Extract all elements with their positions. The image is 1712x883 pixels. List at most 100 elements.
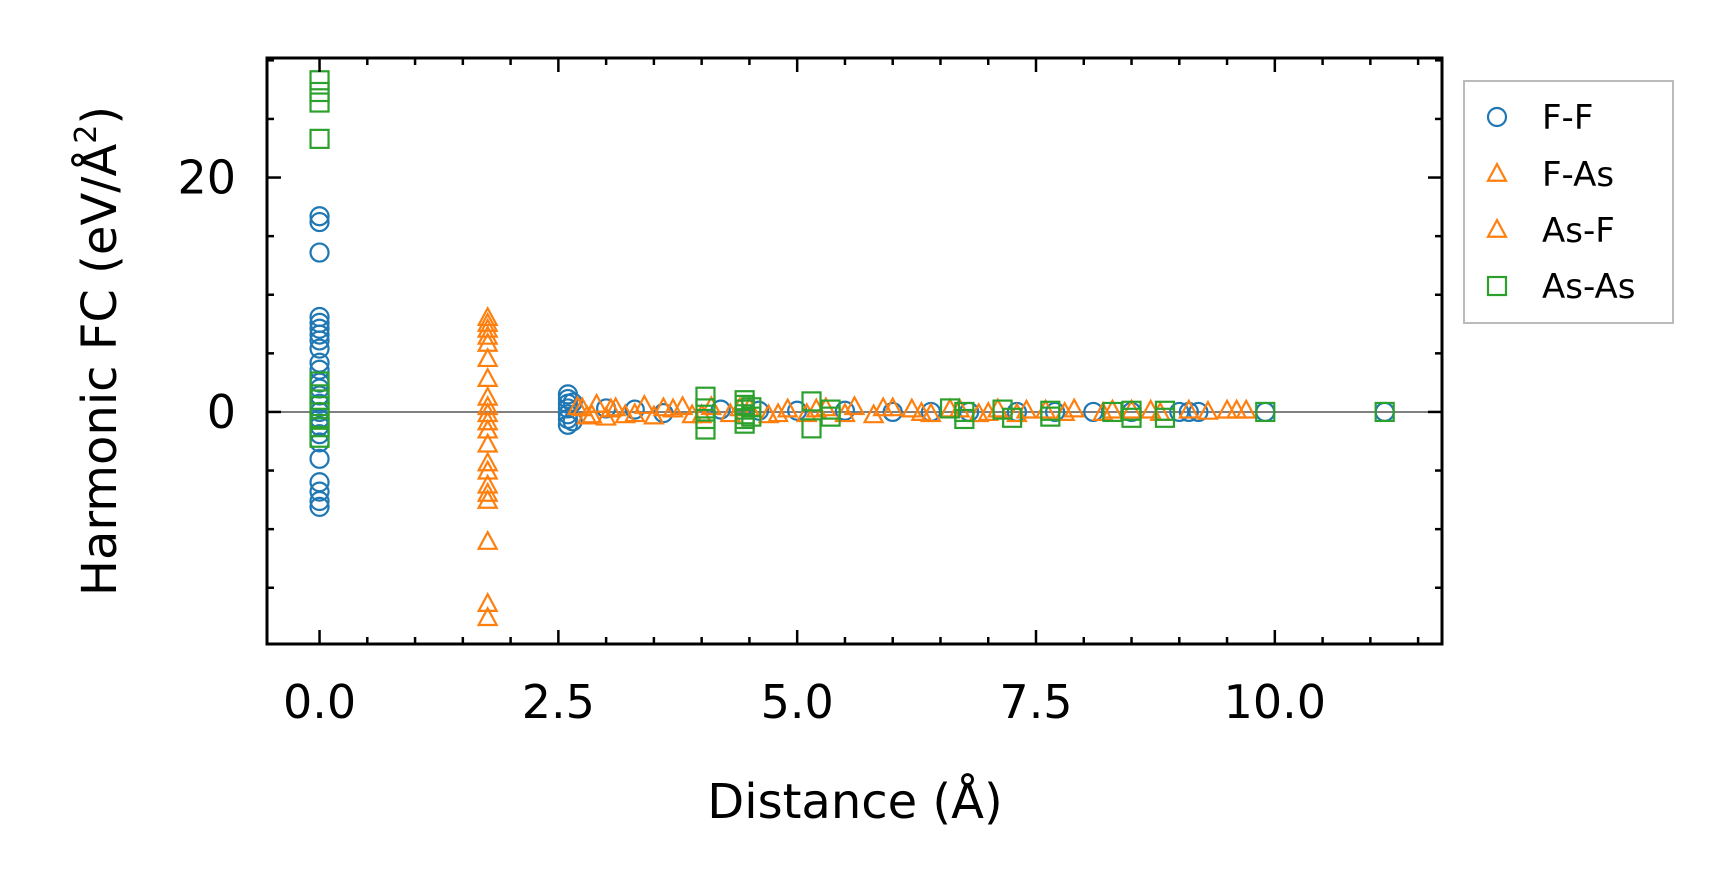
x-tick-label: 7.5 xyxy=(999,675,1072,729)
legend-marker xyxy=(1486,161,1508,182)
data-point xyxy=(476,481,499,502)
data-point xyxy=(585,392,608,413)
data-point xyxy=(309,211,330,233)
data-point xyxy=(309,92,330,113)
data-point xyxy=(309,128,330,149)
legend-marker xyxy=(1486,217,1508,238)
data-point xyxy=(1235,398,1258,419)
data-point xyxy=(801,391,822,412)
data-point xyxy=(910,400,933,421)
data-point xyxy=(571,396,594,417)
data-point xyxy=(1121,407,1142,428)
plot-frame xyxy=(265,56,1444,646)
data-point xyxy=(671,395,694,416)
y-tick-label: 20 xyxy=(177,151,236,205)
data-point xyxy=(734,413,755,434)
data-point xyxy=(600,397,622,418)
data-point xyxy=(872,396,895,417)
data-point xyxy=(309,81,330,103)
data-point xyxy=(1154,407,1176,428)
data-point xyxy=(1255,401,1276,423)
data-point xyxy=(476,317,499,338)
legend-marker xyxy=(1486,106,1508,128)
data-point xyxy=(476,451,499,472)
data-point xyxy=(309,318,330,339)
data-point xyxy=(795,402,818,423)
x-tick-label: 2.5 xyxy=(522,675,595,729)
data-point xyxy=(557,414,579,435)
data-point xyxy=(767,402,789,423)
data-point xyxy=(309,395,330,417)
x-axis-label: Distance (Å) xyxy=(707,773,1002,830)
data-point xyxy=(741,406,762,427)
data-point xyxy=(820,406,841,427)
legend: F-F F-As As-F As-As xyxy=(1463,80,1674,324)
data-point xyxy=(309,371,330,392)
y-tick-label: 0 xyxy=(207,385,236,439)
data-point xyxy=(476,346,499,368)
series-3 xyxy=(309,70,1395,448)
data-point xyxy=(476,459,499,480)
data-point xyxy=(309,324,330,345)
data-point xyxy=(695,398,716,419)
legend-box xyxy=(1463,80,1674,324)
data-point xyxy=(309,427,330,448)
x-tick-label: 0.0 xyxy=(283,675,356,729)
legend-marker xyxy=(1486,275,1508,297)
data-point xyxy=(776,397,799,418)
series-0 xyxy=(309,206,1395,517)
data-point xyxy=(309,448,330,469)
data-point xyxy=(862,403,885,424)
data-point xyxy=(1102,401,1123,423)
data-point xyxy=(476,488,499,509)
data-point xyxy=(695,386,716,407)
x-tick-labels: 0.0 2.5 5.0 7.5 10.0 xyxy=(283,675,1326,729)
data-point xyxy=(1374,401,1395,423)
data-point xyxy=(604,396,627,417)
data-point xyxy=(1101,398,1124,419)
data-point xyxy=(476,305,499,327)
legend-label-asas: As-As xyxy=(1542,267,1635,307)
data-point xyxy=(566,395,589,416)
data-point xyxy=(309,496,330,517)
y-tick-labels: 0 20 xyxy=(177,151,236,439)
data-point xyxy=(1188,401,1209,423)
data-point xyxy=(580,403,603,424)
data-point xyxy=(900,397,923,418)
data-point xyxy=(309,338,330,359)
data-point xyxy=(309,330,330,351)
data-point xyxy=(834,400,856,421)
data-point xyxy=(476,366,499,387)
data-point xyxy=(476,591,499,613)
data-point xyxy=(309,417,330,438)
legend-markers xyxy=(1486,106,1508,297)
x-tick-label: 5.0 xyxy=(761,675,834,729)
data-point xyxy=(309,70,330,91)
data-point xyxy=(309,384,330,405)
data-point xyxy=(476,606,499,627)
data-point xyxy=(954,408,975,430)
legend-label-asf: As-F xyxy=(1542,211,1615,251)
data-point xyxy=(1197,399,1219,420)
data-point xyxy=(476,410,499,431)
legend-label-ff: F-F xyxy=(1542,98,1593,138)
data-point xyxy=(1063,397,1086,418)
data-point xyxy=(476,418,499,439)
data-point xyxy=(1169,401,1190,423)
data-point xyxy=(1002,407,1023,428)
data-point xyxy=(309,481,330,502)
data-point xyxy=(1178,398,1200,419)
data-point xyxy=(695,419,716,440)
series-1 xyxy=(476,305,1258,627)
data-point xyxy=(1040,406,1061,427)
axis-ticks xyxy=(267,58,1442,644)
data-point xyxy=(882,401,903,423)
x-tick-label: 10.0 xyxy=(1224,675,1326,729)
y-axis-label-close: ) xyxy=(72,106,128,125)
data-point xyxy=(801,418,822,439)
data-point xyxy=(476,529,499,550)
data-point xyxy=(309,242,330,263)
data-point xyxy=(633,393,656,414)
data-point xyxy=(843,395,866,416)
